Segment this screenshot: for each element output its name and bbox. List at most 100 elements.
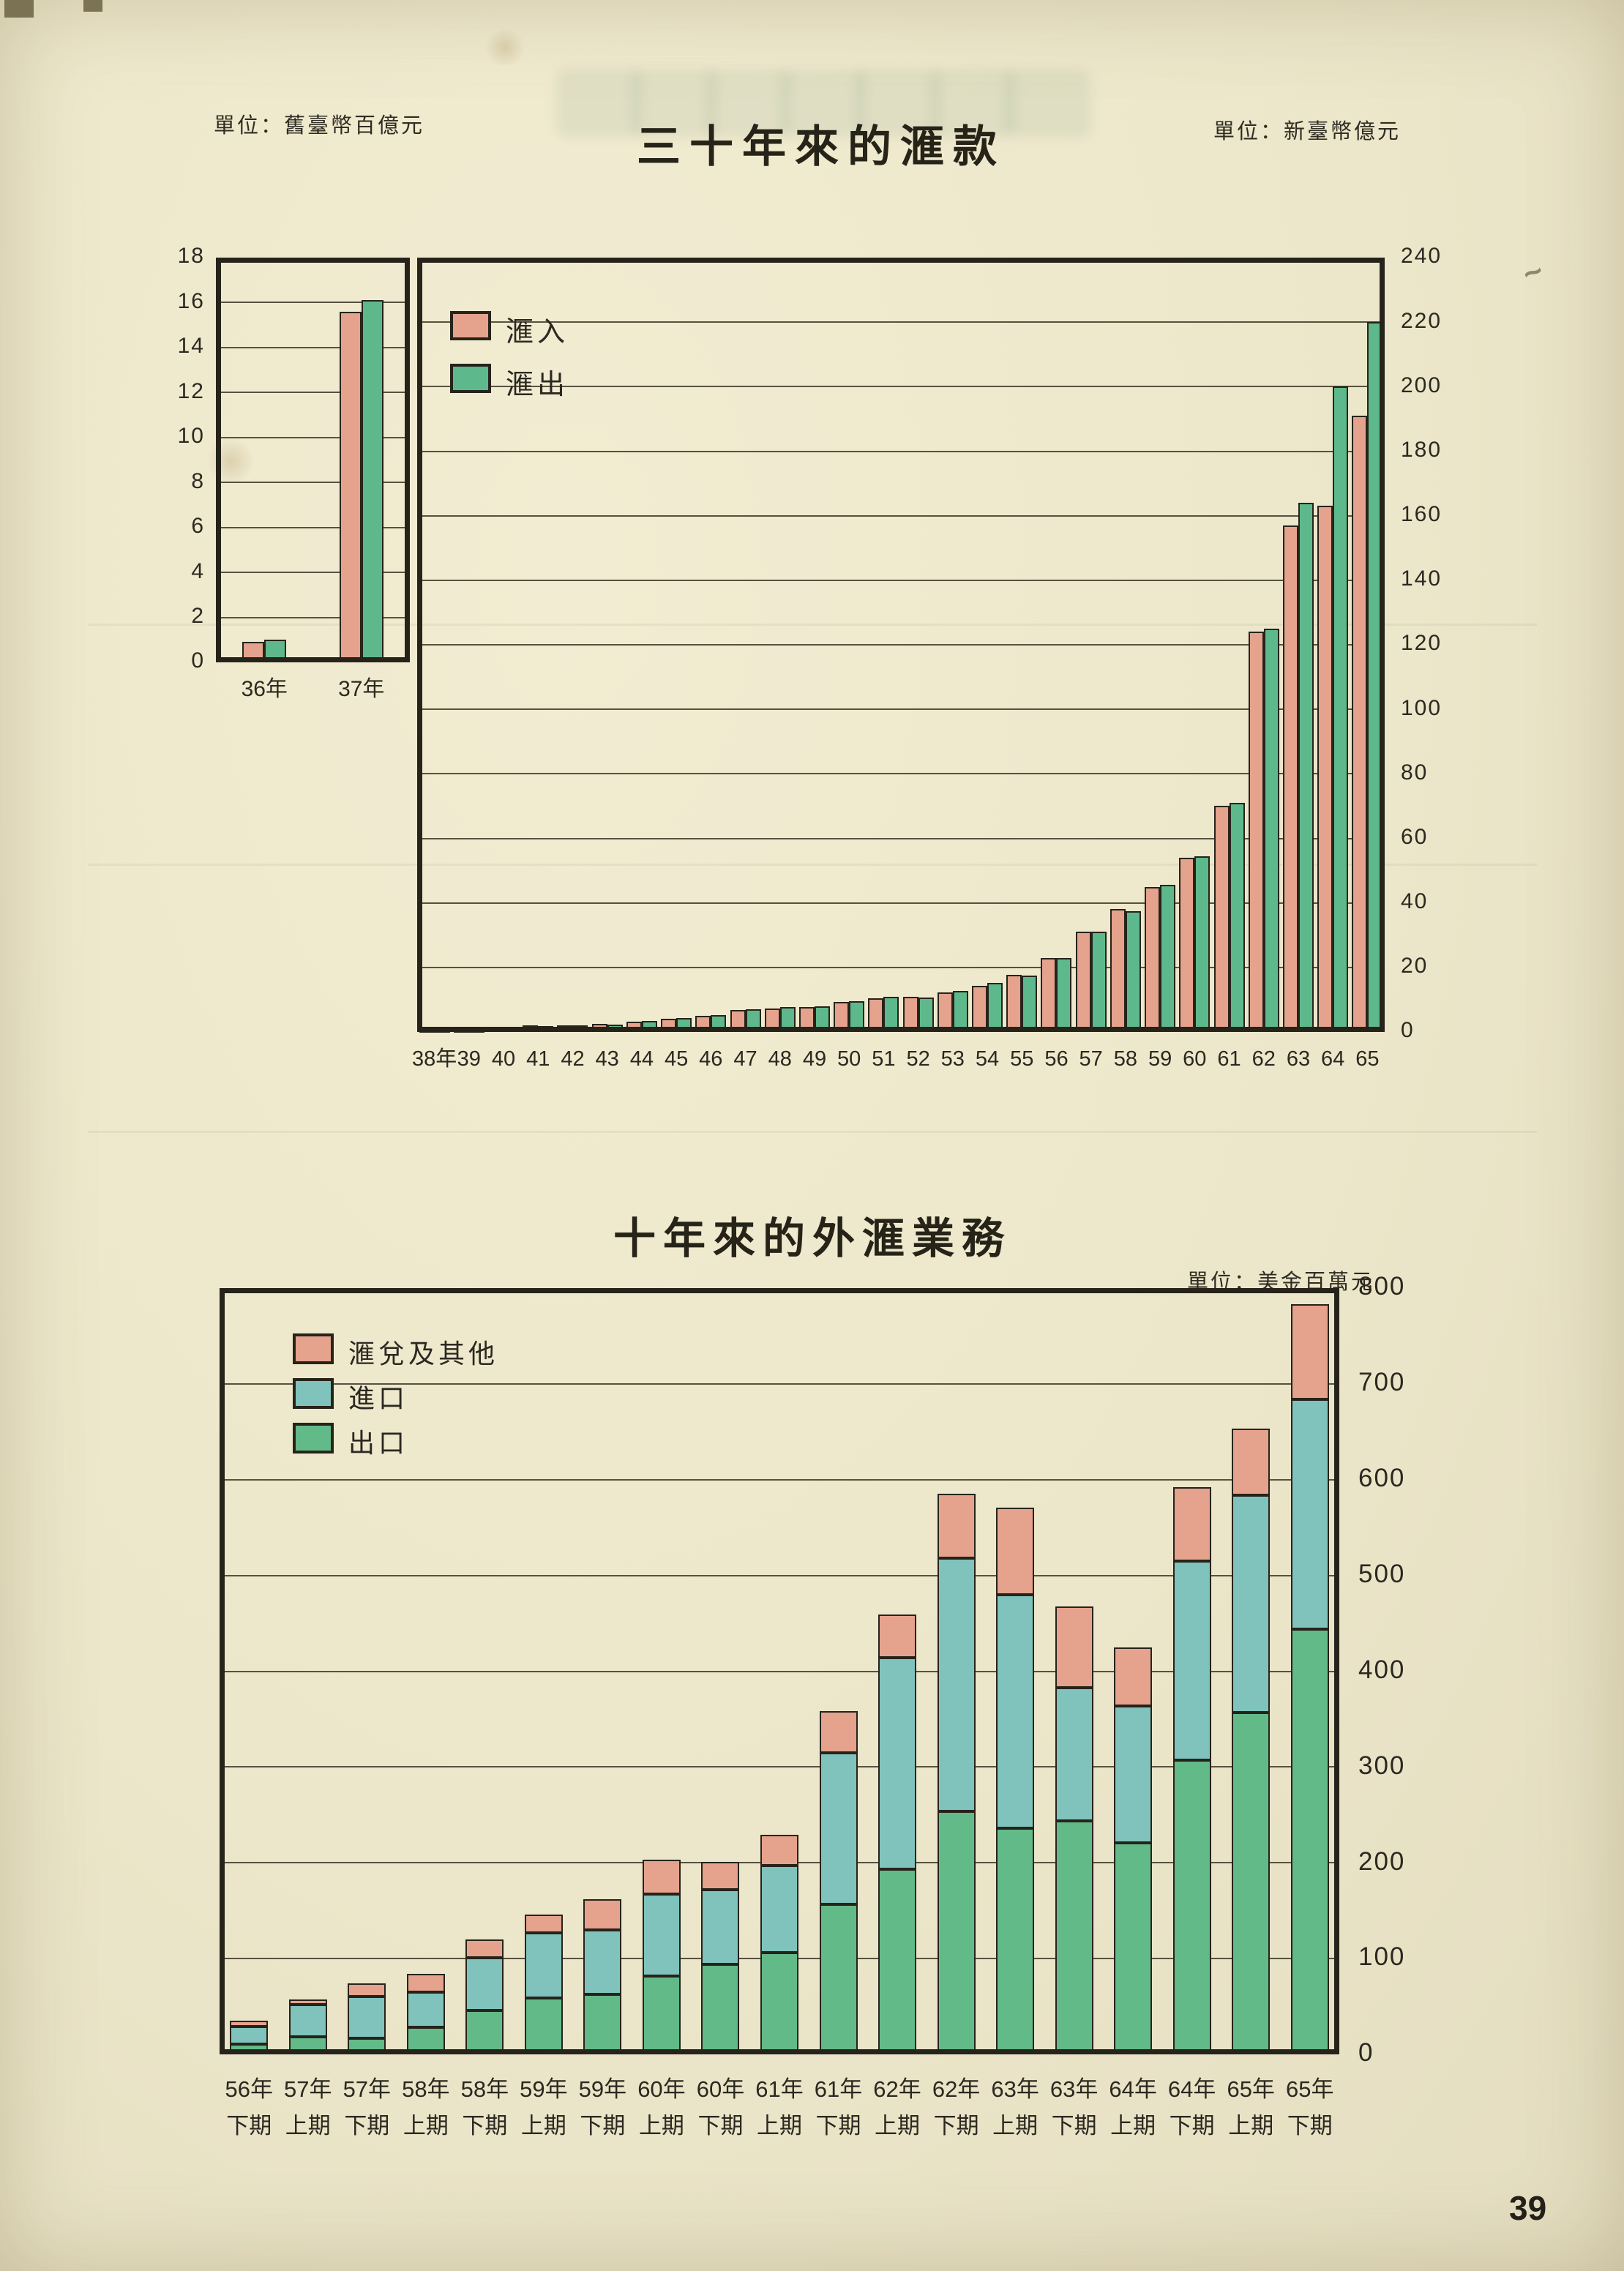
x-axis-label: 57 — [1079, 1047, 1103, 1071]
bar-segment-進口 — [583, 1929, 622, 1994]
gridline — [216, 346, 410, 348]
x-axis-label: 59 — [1148, 1047, 1172, 1071]
x-axis-label: 61 — [1217, 1047, 1241, 1071]
x-axis-label: 57年 下期 — [343, 2076, 392, 2139]
x-axis-label: 48 — [768, 1047, 792, 1071]
bleedthrough-ghost — [855, 70, 941, 137]
x-axis-label: 54 — [975, 1047, 1000, 1071]
y-axis-tick-label: 400 — [1358, 1655, 1406, 1684]
y-axis-tick-label: 200 — [1358, 1847, 1406, 1876]
gridline — [220, 1766, 1339, 1768]
legend-swatch-滙出 — [450, 364, 491, 393]
y-axis-tick-label: 500 — [1358, 1559, 1406, 1588]
y-axis-tick-label: 20 — [1401, 954, 1429, 979]
gridline — [417, 837, 1385, 839]
y-axis-tick-label: 16 — [177, 288, 205, 313]
bar-segment-出口 — [465, 2010, 504, 2054]
bar-segment-滙兌及其他 — [760, 1835, 798, 1866]
y-axis-tick-label: 8 — [191, 468, 205, 493]
gridline — [417, 450, 1385, 452]
bar-segment-進口 — [406, 1991, 445, 2028]
chart1-main-frame — [417, 258, 1385, 1032]
x-axis-label: 49 — [802, 1047, 827, 1071]
bar-segment-進口 — [819, 1752, 858, 1904]
bar-segment-滙兌及其他 — [937, 1494, 976, 1559]
bleedthrough-ghost — [780, 70, 867, 137]
bar-segment-進口 — [642, 1894, 681, 1976]
x-axis-label: 41 — [526, 1047, 550, 1071]
bar-segment-進口 — [1172, 1560, 1211, 1761]
x-axis-label: 64年 上期 — [1109, 2076, 1157, 2139]
x-axis-label: 51 — [872, 1047, 896, 1071]
gridline — [417, 966, 1385, 968]
x-axis-label: 37年 — [338, 677, 385, 701]
bar-segment-滙兌及其他 — [819, 1711, 858, 1753]
bar-segment-滙兌及其他 — [583, 1898, 622, 1930]
bleedthrough-ghost — [929, 70, 1016, 137]
bar-segment-滙兌及其他 — [1114, 1647, 1153, 1706]
x-axis-label: 55 — [1010, 1047, 1034, 1071]
bar-segment-滙兌及其他 — [701, 1861, 740, 1890]
x-axis-label: 36年 — [241, 677, 288, 701]
bar-segment-出口 — [1232, 1712, 1271, 2054]
legend-label-滙入: 滙入 — [506, 317, 569, 348]
x-axis-label: 46 — [699, 1047, 723, 1071]
y-axis-tick-label: 100 — [1401, 695, 1442, 720]
x-axis-label: 47 — [733, 1047, 757, 1071]
bar-segment-進口 — [701, 1889, 740, 1964]
bar-segment-進口 — [465, 1957, 504, 2010]
x-axis-label: 58年 上期 — [402, 2076, 450, 2139]
y-axis-tick-label: 300 — [1358, 1751, 1406, 1780]
bleedthrough-ghost — [556, 70, 643, 137]
y-axis-tick-label: 600 — [1358, 1464, 1406, 1493]
y-axis-tick-label: 240 — [1401, 244, 1442, 269]
bar-segment-滙兌及其他 — [878, 1615, 917, 1658]
legend-swatch-滙入 — [450, 311, 491, 340]
scan-artifact-mark — [4, 0, 34, 18]
y-axis-tick-label: 10 — [177, 424, 205, 449]
bar-segment-進口 — [348, 1997, 386, 2038]
bar-segment-進口 — [878, 1658, 917, 1870]
x-axis-label: 63 — [1286, 1047, 1311, 1071]
y-axis-tick-label: 100 — [1358, 1942, 1406, 1972]
y-axis-tick-label: 60 — [1401, 824, 1429, 849]
y-axis-tick-label: 180 — [1401, 437, 1442, 462]
x-axis-label: 65 — [1355, 1047, 1380, 1071]
y-axis-tick-label: 160 — [1401, 502, 1442, 527]
y-axis-tick-label: 6 — [191, 514, 205, 539]
gridline — [220, 1383, 1339, 1385]
x-axis-label: 64年 下期 — [1167, 2076, 1216, 2139]
gridline — [417, 708, 1385, 711]
paper-stain — [483, 29, 527, 66]
x-axis-label: 58年 下期 — [460, 2076, 509, 2139]
x-axis-label: 38年 — [411, 1047, 457, 1071]
x-axis-label: 60年 上期 — [637, 2076, 686, 2139]
x-axis-label: 50 — [837, 1047, 861, 1071]
bar-segment-出口 — [1290, 1628, 1329, 2054]
gridline — [417, 321, 1385, 323]
bleedthrough-ghost — [631, 70, 717, 137]
bar-滙出 — [361, 300, 383, 662]
x-axis-label: 59年 上期 — [520, 2076, 568, 2139]
y-axis-tick-label: 18 — [177, 244, 205, 269]
gridline — [417, 386, 1385, 388]
chart1-unit-label-new-currency: 單位：新臺幣億元 — [1213, 120, 1402, 143]
gridline — [220, 1670, 1339, 1672]
x-axis-label: 61年 上期 — [755, 2076, 804, 2139]
page-number: 39 — [1509, 2189, 1547, 2227]
legend-label-滙兌及其他: 滙兌及其他 — [348, 1339, 499, 1369]
x-axis-label: 42 — [561, 1047, 585, 1071]
y-axis-tick-label: 0 — [1358, 2038, 1374, 2068]
legend-swatch-滙兌及其他 — [293, 1333, 334, 1364]
y-axis-tick-label: 220 — [1401, 308, 1442, 333]
bar-segment-滙兌及其他 — [465, 1939, 504, 1958]
bar-滙入 — [339, 311, 362, 662]
bar-segment-出口 — [996, 1828, 1035, 2054]
y-axis-tick-label: 12 — [177, 378, 205, 403]
x-axis-label: 57年 上期 — [284, 2076, 332, 2139]
x-axis-label: 40 — [491, 1047, 516, 1071]
gridline — [216, 436, 410, 438]
y-axis-tick-label: 4 — [191, 558, 205, 583]
bar-segment-出口 — [937, 1811, 976, 2054]
x-axis-label: 60年 下期 — [696, 2076, 745, 2139]
